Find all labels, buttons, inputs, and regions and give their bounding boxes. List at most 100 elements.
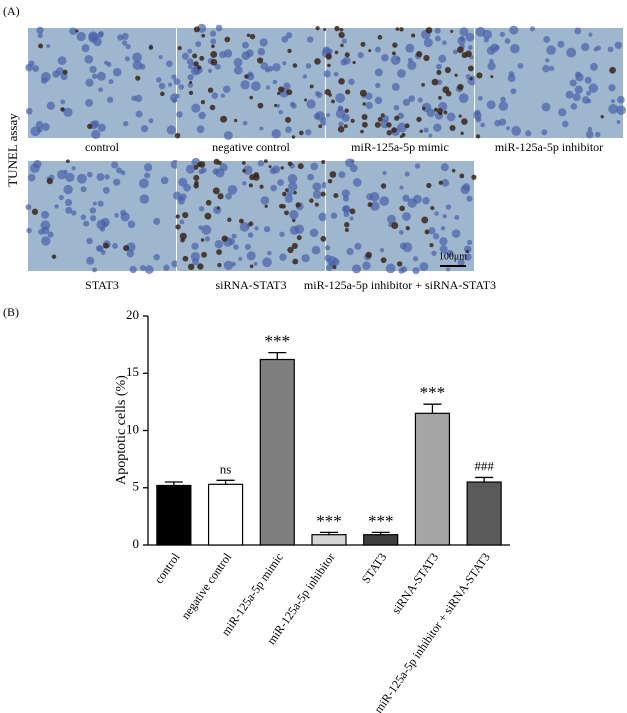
cell [176, 111, 183, 118]
tunel-cell [380, 257, 387, 264]
cell [267, 250, 272, 256]
tunel-cell [62, 69, 68, 75]
cell [86, 171, 93, 178]
cell [104, 60, 109, 65]
tunel-cell [282, 191, 287, 197]
tunel-cell [279, 203, 284, 209]
cell [499, 31, 506, 37]
cell [570, 103, 578, 110]
cell [438, 54, 447, 63]
cell [565, 90, 574, 99]
tunel-cell [320, 235, 327, 242]
cell [436, 63, 442, 70]
cell [114, 213, 119, 218]
cell [36, 26, 44, 34]
cell [312, 182, 322, 192]
tunel-cell [467, 65, 474, 72]
cell [190, 251, 200, 262]
cell [69, 27, 77, 36]
cell [333, 71, 339, 77]
bar [156, 484, 192, 546]
cell [375, 82, 381, 89]
cell [227, 185, 238, 195]
tunel-cell [344, 108, 349, 113]
tunel-cell [362, 102, 366, 106]
cell [549, 65, 555, 71]
cell [445, 267, 451, 272]
tunel-cell [285, 116, 292, 123]
cell [198, 206, 205, 212]
cell [41, 210, 50, 219]
tunel-cell [438, 95, 442, 100]
y-tick-label: 15 [126, 364, 139, 379]
cell [132, 52, 142, 63]
tunel-cell [334, 25, 340, 32]
tunel-cell [238, 218, 244, 224]
tunel-cell [419, 129, 423, 133]
tunel-cell [201, 33, 205, 38]
tunel-cell [327, 178, 333, 184]
micrograph [28, 28, 176, 138]
tunel-cell [449, 125, 456, 132]
cell [46, 101, 55, 110]
cell [467, 45, 473, 50]
cell [187, 82, 194, 88]
cell [446, 249, 454, 257]
cell [586, 90, 591, 96]
cell [41, 122, 50, 131]
cell [434, 27, 441, 34]
cell [301, 254, 310, 263]
cell [200, 167, 207, 174]
tunel-cell [291, 242, 298, 249]
cell [350, 159, 355, 164]
cell [287, 174, 298, 184]
cell [279, 231, 285, 238]
cell [40, 77, 48, 84]
cell [25, 107, 33, 115]
x-tick-label: negative control [178, 550, 234, 622]
cell [525, 130, 532, 137]
cell [37, 127, 43, 133]
tunel-cell [248, 183, 253, 188]
tunel-cell [324, 88, 331, 96]
cell [97, 123, 106, 132]
tunel-cell [327, 63, 331, 68]
tunel-cell [277, 91, 281, 96]
tunel-cell [391, 222, 399, 229]
tunel-cell [391, 127, 397, 133]
tunel-cell [436, 69, 442, 75]
image-caption: negative control [212, 140, 290, 154]
tunel-cell [207, 87, 214, 93]
cell [587, 126, 593, 132]
bar [311, 534, 347, 546]
tunel-cell [329, 171, 337, 178]
tunel-cell [197, 263, 204, 270]
cell [315, 91, 320, 96]
cell [402, 98, 411, 107]
error-bar [475, 476, 494, 483]
bar [259, 358, 295, 546]
x-tick-label: STAT3 [359, 550, 390, 586]
cell [402, 194, 410, 202]
cell [195, 41, 202, 48]
tunel-cell [377, 34, 383, 40]
tunel-cell [424, 229, 430, 235]
y-tick-label: 5 [133, 479, 140, 494]
cell [46, 44, 51, 49]
cell [113, 178, 121, 186]
cell [84, 54, 94, 64]
tunel-cell [46, 178, 53, 185]
tunel-cell [292, 218, 296, 223]
cell [423, 38, 433, 48]
cell [239, 222, 250, 232]
tunel-cell [475, 134, 481, 139]
cell [370, 201, 380, 211]
cell [407, 198, 417, 208]
cell [250, 81, 261, 91]
error-bar [216, 479, 235, 485]
tunel-cell [405, 225, 410, 231]
cell [196, 125, 205, 134]
tunel-cell [343, 124, 348, 129]
cell [259, 126, 264, 131]
tunel-cell [224, 36, 231, 43]
